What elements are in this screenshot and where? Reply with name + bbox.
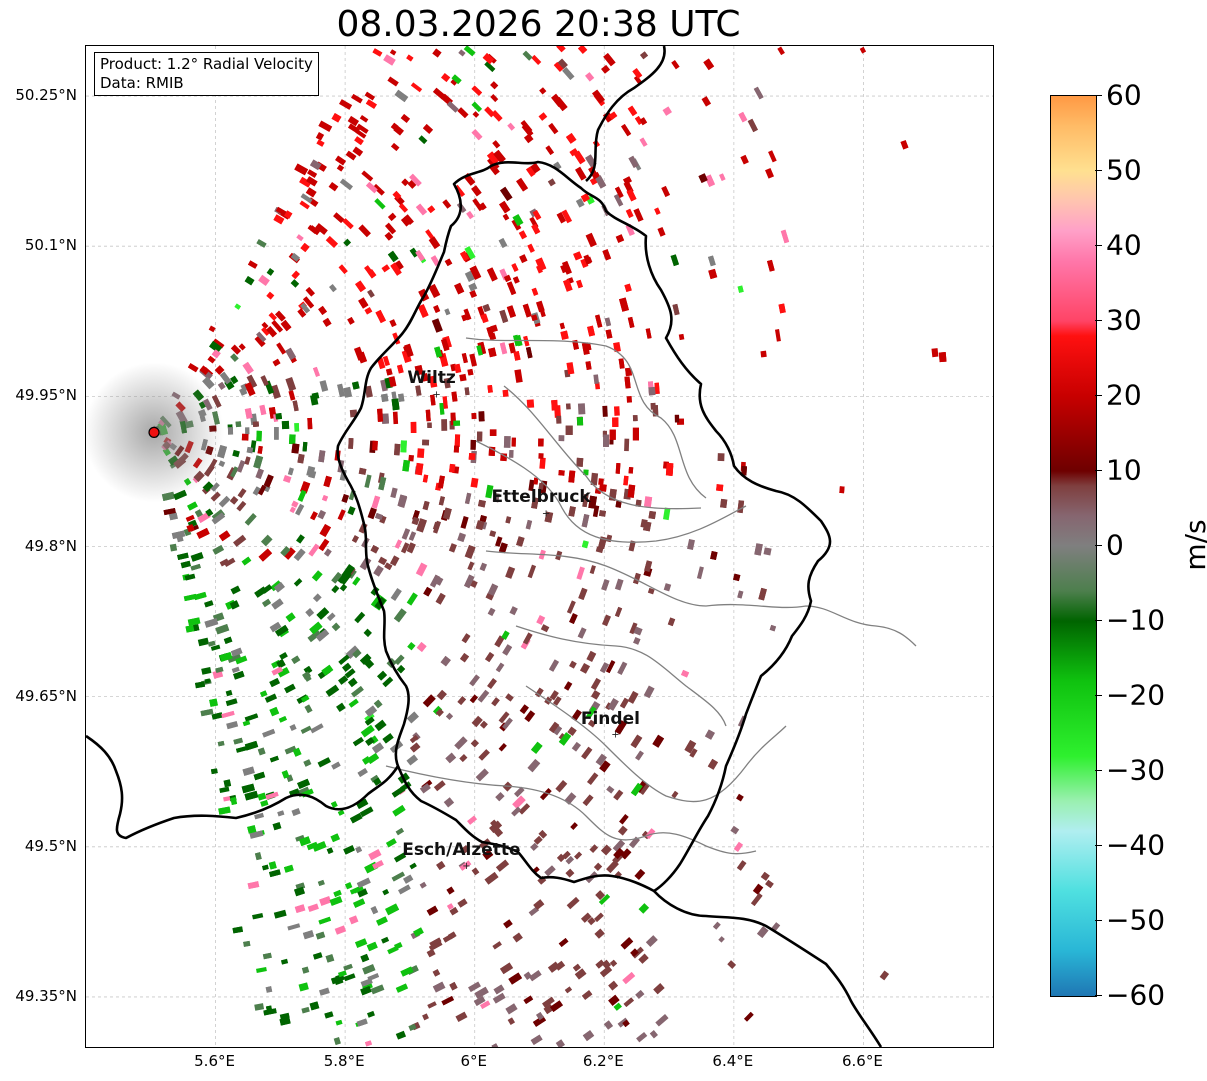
colorbar-tick-label: −50 [1106,903,1166,937]
city-marker: + [542,508,550,519]
velocity-colorbar [1050,95,1097,997]
colorbar-tick [1095,470,1102,471]
lon-tick-label: 6.6°E [842,1052,883,1070]
city-label: Findel [580,708,640,729]
lon-tick-label: 5.8°E [323,1052,365,1070]
colorbar-tick-label: 20 [1106,378,1142,412]
colorbar-tick-label: 0 [1106,528,1124,562]
france-border [86,734,400,840]
colorbar-tick [1095,320,1102,321]
colorbar-tick-label: 50 [1106,153,1142,187]
colorbar-tick [1095,620,1102,621]
radar-site-layer [86,362,225,503]
borders [86,46,917,1047]
city-markers: + + + + [432,389,619,871]
lat-tick-label: 50.1°N [24,236,77,255]
colorbar-tick [1095,770,1102,771]
lat-tick-label: 49.65°N [15,686,77,705]
colorbar-tick [1095,545,1102,546]
colorbar-unit-label: m/s [1179,519,1207,571]
city-label: Esch/Alzette [402,839,521,860]
colorbar-tick [1095,845,1102,846]
colorbar-tick [1095,170,1102,171]
city-label: Wiltz [407,368,456,389]
product-info-box: Product: 1.2° Radial Velocity Data: RMIB [94,52,319,96]
colorbar-tick-label: −20 [1106,678,1166,712]
colorbar-tick-label: −60 [1106,978,1166,1012]
radar-map[interactable]: + + + + [85,45,994,1048]
product-label: Product: 1.2° Radial Velocity [100,55,313,73]
colorbar-tick [1095,395,1102,396]
city-marker: + [462,861,470,872]
lon-tick-label: 6°E [460,1052,487,1070]
canton-boundaries [385,337,917,855]
colorbar-tick [1095,995,1102,996]
lon-tick-label: 6.4°E [712,1052,754,1070]
city-label: Ettelbruck [491,487,591,508]
city-marker: + [611,730,619,741]
colorbar-tick-label: −10 [1106,603,1166,637]
colorbar-tick-label: 10 [1106,453,1142,487]
lon-tick-label: 6.2°E [582,1052,624,1070]
lat-tick-label: 49.95°N [15,386,77,405]
data-source-label: Data: RMIB [100,74,184,92]
lat-tick-label: 49.8°N [24,536,77,555]
map-title: 08.03.2026 20:38 UTC [336,4,741,45]
velocity-echoes [150,46,947,1047]
colorbar-tick-label: 30 [1106,303,1142,337]
radar-map-canvas: + + + + [86,46,993,1047]
radar-site-marker[interactable] [148,426,160,438]
lon-tick-label: 5.6°E [194,1052,235,1070]
colorbar-tick-label: 60 [1106,78,1142,112]
lat-tick-label: 50.25°N [15,86,77,105]
germany-east-border [585,46,883,1047]
colorbar-tick [1095,245,1102,246]
city-marker: + [432,389,440,400]
colorbar-tick [1095,920,1102,921]
colorbar-tick [1095,95,1102,96]
lat-tick-label: 49.35°N [15,986,77,1005]
lat-tick-label: 49.5°N [24,836,77,855]
colorbar-tick [1095,695,1102,696]
colorbar-tick-label: 40 [1106,228,1142,262]
colorbar-tick-label: −40 [1106,828,1166,862]
colorbar-tick-label: −30 [1106,753,1166,787]
